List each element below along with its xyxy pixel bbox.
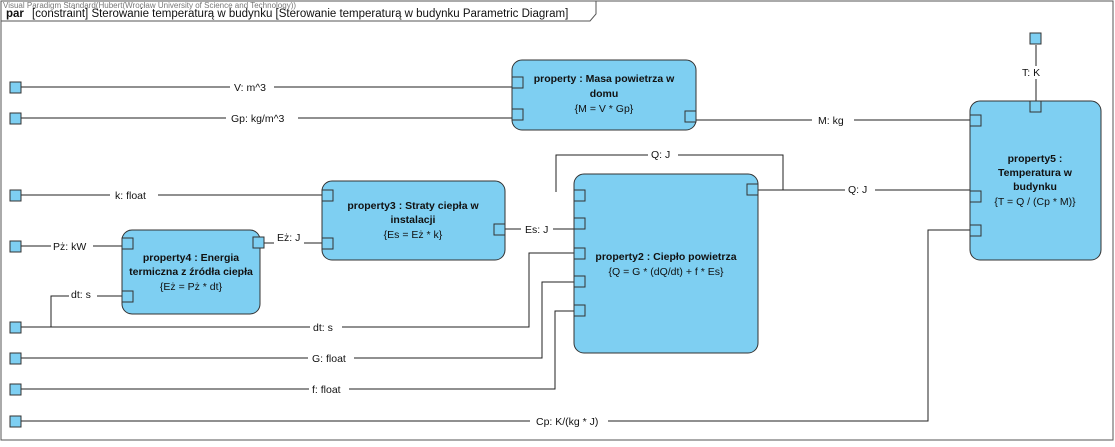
watermark-text: Visual Paradigm Standard(Hubert(Wrocław … — [3, 1, 296, 10]
block-masa-title-2: domu — [590, 88, 619, 100]
port-pz[interactable] — [9, 240, 22, 253]
label-pz: Pż: kW — [53, 241, 86, 253]
block-straty-constraint: {Es = Eż * k} — [384, 229, 443, 241]
block-cieplo-port-q-in[interactable] — [573, 189, 586, 202]
block-energia-termiczna[interactable]: property4 : Energia termiczna z źródła c… — [121, 229, 265, 315]
label-es: Es: J — [525, 224, 548, 236]
block-straty-ciepla[interactable]: property3 : Straty ciepła w instalacji {… — [321, 180, 506, 261]
block-masa-port-gp[interactable] — [511, 108, 524, 121]
label-f: f: float — [312, 384, 341, 396]
block-masa-constraint: {M = V * Gp} — [575, 103, 634, 115]
block-energia-title-2: termiczna z źródła ciepła — [129, 266, 253, 278]
label-q-top: Q: J — [651, 149, 670, 161]
block-cieplo-title: property2 : Ciepło powietrza — [595, 251, 736, 263]
wire-f[interactable] — [21, 310, 574, 390]
block-cieplo-port-f[interactable] — [573, 304, 586, 317]
port-f[interactable] — [9, 383, 22, 396]
block-cieplo-port-dt[interactable] — [573, 247, 586, 260]
label-g: G: float — [312, 353, 346, 365]
block-cieplo-powietrza[interactable]: property2 : Ciepło powietrza {Q = G * (d… — [573, 173, 759, 354]
block-masa-powietrza[interactable]: property : Masa powietrza w domu {M = V … — [511, 59, 697, 131]
block-energia-port-pz[interactable] — [121, 237, 134, 250]
block-temperatura-port-q[interactable] — [969, 190, 982, 203]
label-gp: Gp: kg/m^3 — [231, 113, 285, 125]
label-q-right: Q: J — [848, 184, 867, 196]
wire-dt-cieplo[interactable] — [21, 252, 574, 328]
block-temperatura-port-cp[interactable] — [969, 224, 982, 237]
block-temperatura-title-1: property5 : — [1008, 153, 1063, 165]
port-dt[interactable] — [9, 321, 22, 334]
block-cieplo-port-g[interactable] — [573, 275, 586, 288]
label-v: V: m^3 — [234, 82, 266, 94]
block-straty-title-2: instalacji — [391, 214, 436, 226]
port-cp[interactable] — [9, 415, 22, 428]
block-energia-port-dt[interactable] — [121, 290, 134, 303]
frame-title: [constraint] Sterowanie temperaturą w bu… — [32, 8, 568, 20]
port-gp[interactable] — [9, 112, 22, 125]
block-straty-title-1: property3 : Straty ciepła w — [347, 200, 479, 212]
block-temperatura-port-m[interactable] — [969, 114, 982, 127]
label-dt-bottom: dt: s — [313, 322, 333, 334]
label-cp: Cp: K/(kg * J) — [536, 416, 598, 428]
label-ez: Eż: J — [277, 232, 300, 244]
label-dt-top: dt: s — [71, 289, 91, 301]
block-temperatura[interactable]: property5 : Temperatura w budynku {T = Q… — [969, 100, 1102, 261]
block-energia-constraint: {Eż = Pż * dt} — [160, 281, 223, 293]
block-cieplo-port-q-out[interactable] — [746, 183, 759, 196]
block-temperatura-port-t[interactable] — [1029, 100, 1042, 113]
port-t[interactable] — [1029, 32, 1042, 45]
wire-g[interactable] — [21, 281, 574, 359]
block-temperatura-title-2: Temperatura w — [998, 167, 1073, 179]
frame-tab — [1, 1, 597, 22]
block-cieplo-port-es[interactable] — [573, 217, 586, 230]
block-energia-port-ez[interactable] — [252, 236, 265, 249]
port-g[interactable] — [9, 352, 22, 365]
block-straty-port-ez[interactable] — [321, 237, 334, 250]
block-temperatura-title-3: budynku — [1013, 181, 1057, 193]
frame-keyword: par — [6, 8, 24, 20]
block-masa-title-1: property : Masa powietrza w — [534, 73, 675, 85]
block-masa-port-v[interactable] — [511, 76, 524, 89]
block-energia-title-1: property4 : Energia — [143, 252, 239, 264]
label-k: k: float — [115, 190, 146, 202]
wire-cp[interactable] — [21, 229, 970, 422]
block-masa-port-m[interactable] — [684, 110, 697, 123]
block-straty-port-es[interactable] — [493, 223, 506, 236]
block-straty-port-k[interactable] — [321, 189, 334, 202]
block-temperatura-constraint: {T = Q / (Cp * M)} — [994, 196, 1076, 208]
block-cieplo-constraint: {Q = G * (dQ/dt) + f * Es} — [609, 266, 724, 278]
boundary-ports — [9, 32, 1042, 428]
port-v[interactable] — [9, 81, 22, 94]
wire-labels: V: m^3 Gp: kg/m^3 M: kg k: float Pż: kW … — [51, 66, 1052, 428]
label-t: T: K — [1022, 67, 1040, 79]
port-k[interactable] — [9, 189, 22, 202]
label-m: M: kg — [818, 115, 844, 127]
